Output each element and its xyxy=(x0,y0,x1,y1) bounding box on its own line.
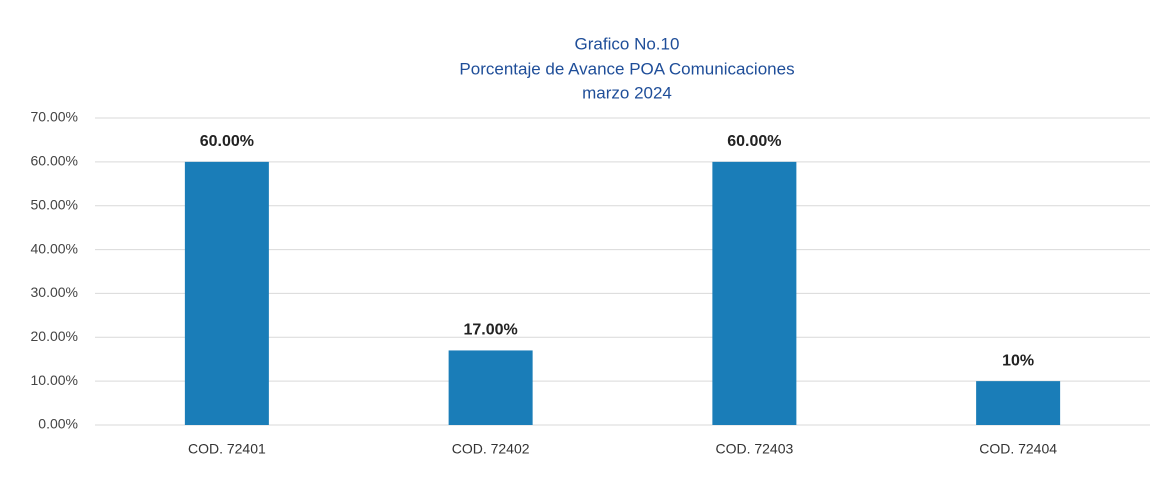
x-tick-label: COD. 72403 xyxy=(715,441,793,457)
bar xyxy=(712,161,797,425)
y-tick-label: 70.00% xyxy=(31,109,78,125)
chart-title: Porcentaje de Avance POA Comunicaciones xyxy=(459,59,794,78)
x-tick-label: COD. 72401 xyxy=(188,441,266,457)
bar xyxy=(448,350,533,425)
bar xyxy=(976,381,1061,425)
chart-title: Grafico No.10 xyxy=(575,34,680,53)
y-tick-label: 30.00% xyxy=(31,284,78,300)
y-tick-label: 10.00% xyxy=(31,372,78,388)
x-tick-label: COD. 72402 xyxy=(452,441,530,457)
y-tick-label: 0.00% xyxy=(38,416,78,432)
chart-title: marzo 2024 xyxy=(582,83,672,102)
x-tick-label: COD. 72404 xyxy=(979,441,1057,457)
y-tick-label: 50.00% xyxy=(31,196,78,212)
bar xyxy=(184,161,269,425)
data-label: 10% xyxy=(1002,352,1034,369)
y-tick-label: 60.00% xyxy=(31,153,78,169)
y-tick-label: 20.00% xyxy=(31,328,78,344)
data-label: 60.00% xyxy=(200,133,254,150)
data-label: 60.00% xyxy=(727,133,781,150)
data-label: 17.00% xyxy=(463,322,517,339)
y-tick-label: 40.00% xyxy=(31,240,78,256)
